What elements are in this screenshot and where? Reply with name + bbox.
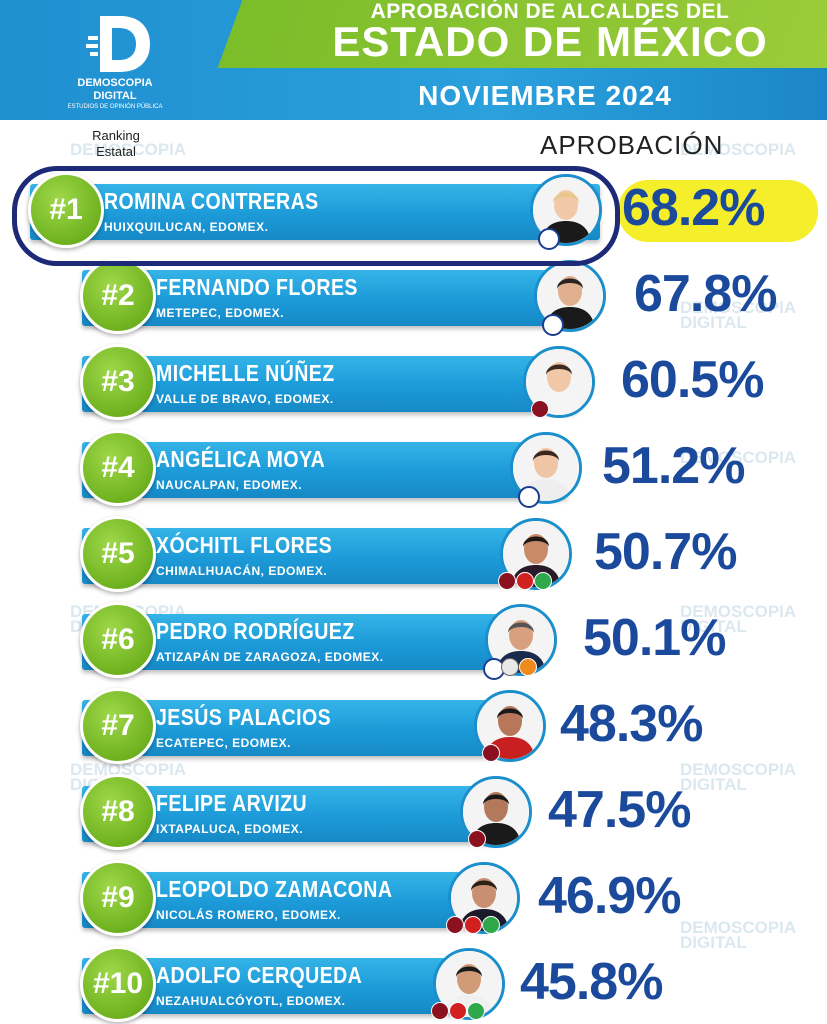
mayor-name: XÓCHITL FLORES xyxy=(156,532,333,558)
municipality-label: VALLE DE BRAVO, EDOMEX. xyxy=(156,392,334,406)
party-logo-icon xyxy=(519,658,537,676)
mayor-name: ANGÉLICA MOYA xyxy=(156,446,326,472)
demoscopia-logo: DEMOSCOPIA DIGITAL ESTUDIOS DE OPINIÓN P… xyxy=(60,14,170,114)
mayor-name: FELIPE ARVIZU xyxy=(156,790,308,816)
mayor-name: LEOPOLDO ZAMACONA xyxy=(156,876,393,902)
top-rank-highlight xyxy=(618,180,818,242)
municipality-label: CHIMALHUACÁN, EDOMEX. xyxy=(156,564,328,578)
approval-percentage: 45.8% xyxy=(520,953,663,1011)
ranking-label: Ranking Estatal xyxy=(92,128,140,159)
mayor-name: MICHELLE NÚÑEZ xyxy=(156,360,335,386)
municipality-label: HUIXQUILUCAN, EDOMEX. xyxy=(104,220,269,234)
party-logo-icon xyxy=(482,916,500,934)
approval-percentage: 50.1% xyxy=(583,609,726,667)
ranking-row: #10 ADOLFO CERQUEDA NEZAHUALCÓYOTL, EDOMEX… xyxy=(0,944,827,1024)
party-logo-icon xyxy=(501,658,519,676)
rank-number: #3 xyxy=(80,344,156,420)
top-rank-outline xyxy=(12,166,620,266)
mayor-name: PEDRO RODRÍGUEZ xyxy=(156,618,355,644)
municipality-label: ATIZAPÁN DE ZARAGOZA, EDOMEX. xyxy=(156,650,384,664)
approval-percentage: 47.5% xyxy=(548,781,691,839)
mayor-name: ROMINA CONTRERAS xyxy=(104,188,319,214)
portrait-icon xyxy=(463,779,529,845)
logo-text-demoscopia: DEMOSCOPIA xyxy=(77,77,153,89)
municipality-label: NEZAHUALCÓYOTL, EDOMEX. xyxy=(156,994,346,1008)
approval-percentage: 50.7% xyxy=(594,523,737,581)
party-logo-icon xyxy=(534,572,552,590)
approval-percentage: 60.5% xyxy=(621,351,764,409)
ranking-row: #2 FERNANDO FLORES METEPEC, EDOMEX. 67.8% xyxy=(0,256,827,336)
mayor-photo xyxy=(460,776,532,848)
ranking-row: #7 JESÚS PALACIOS ECATEPEC, EDOMEX. 48.3% xyxy=(0,686,827,766)
approval-column-label: APROBACIÓN xyxy=(540,130,724,160)
ranking-row: #8 FELIPE ARVIZU IXTAPALUCA, EDOMEX. 47.5% xyxy=(0,772,827,852)
party-logo-icon xyxy=(518,486,540,508)
approval-percentage: 68.2% xyxy=(622,179,765,237)
ranking-row: #6 PEDRO RODRÍGUEZ ATIZAPÁN DE ZARAGOZA, E… xyxy=(0,600,827,680)
party-logo-icon xyxy=(531,400,549,418)
ranking-bar xyxy=(82,356,577,412)
ranking-bar xyxy=(82,270,582,326)
party-logo-icon xyxy=(446,916,464,934)
party-logo-icon xyxy=(467,1002,485,1020)
ranking-bar xyxy=(82,442,567,498)
logo-tagline: ESTUDIOS DE OPINIÓN PÚBLICA xyxy=(67,104,163,110)
title-line-2: ESTADO DE MÉXICO xyxy=(332,18,768,65)
approval-percentage: 51.2% xyxy=(602,437,745,495)
party-logo-icon xyxy=(464,916,482,934)
rank-number: #10 xyxy=(80,946,156,1022)
party-logo-icon xyxy=(542,314,564,336)
party-logo-icon xyxy=(498,572,516,590)
ranking-row: #5 XÓCHITL FLORES CHIMALHUACÁN, EDOMEX. 50.… xyxy=(0,514,827,594)
municipality-label: NICOLÁS ROMERO, EDOMEX. xyxy=(156,908,341,922)
party-logo-icon xyxy=(482,744,500,762)
rank-number: #4 xyxy=(80,430,156,506)
approval-percentage: 67.8% xyxy=(634,265,777,323)
municipality-label: NAUCALPAN, EDOMEX. xyxy=(156,478,303,492)
municipality-label: ECATEPEC, EDOMEX. xyxy=(156,736,291,750)
party-logo-icon xyxy=(468,830,486,848)
mayor-name: JESÚS PALACIOS xyxy=(156,704,332,730)
rank-number: #7 xyxy=(80,688,156,764)
mayor-name: ADOLFO CERQUEDA xyxy=(156,962,363,988)
municipality-label: METEPEC, EDOMEX. xyxy=(156,306,285,320)
ranking-bar xyxy=(82,614,532,670)
party-logo-icon xyxy=(449,1002,467,1020)
logo-text-digital: DIGITAL xyxy=(93,90,137,102)
title-date: NOVIEMBRE 2024 xyxy=(418,80,672,111)
rank-number: #6 xyxy=(80,602,156,678)
rank-number: #2 xyxy=(80,258,156,334)
party-logo-icon xyxy=(538,228,560,250)
ranking-row: #3 MICHELLE NÚÑEZ VALLE DE BRAVO, EDOMEX. 6… xyxy=(0,342,827,422)
ranking-bar xyxy=(30,184,600,240)
rank-number: #5 xyxy=(80,516,156,592)
municipality-label: IXTAPALUCA, EDOMEX. xyxy=(156,822,304,836)
rank-number: #8 xyxy=(80,774,156,850)
approval-percentage: 46.9% xyxy=(538,867,681,925)
watermark: DEMOSCOPIA xyxy=(680,448,797,467)
party-logo-icon xyxy=(431,1002,449,1020)
party-logo-icon xyxy=(516,572,534,590)
mayor-name: FERNANDO FLORES xyxy=(156,274,358,300)
ranking-row: #9 LEOPOLDO ZAMACONA NICOLÁS ROMERO, EDOME… xyxy=(0,858,827,938)
ranking-row: #4 ANGÉLICA MOYA NAUCALPAN, EDOMEX. 51.2% xyxy=(0,428,827,508)
title-line-1: APROBACIÓN DE ALCALDES DEL xyxy=(370,0,730,23)
ranking-bar xyxy=(82,528,547,584)
approval-percentage: 48.3% xyxy=(560,695,703,753)
rank-number: #9 xyxy=(80,860,156,936)
watermark: DEMOSCOPIA xyxy=(680,140,797,159)
header-banner: DEMOSCOPIA DIGITAL ESTUDIOS DE OPINIÓN P… xyxy=(0,0,827,120)
logo-d-icon xyxy=(86,16,150,72)
watermark: DEMOSCOPIA xyxy=(70,140,187,159)
